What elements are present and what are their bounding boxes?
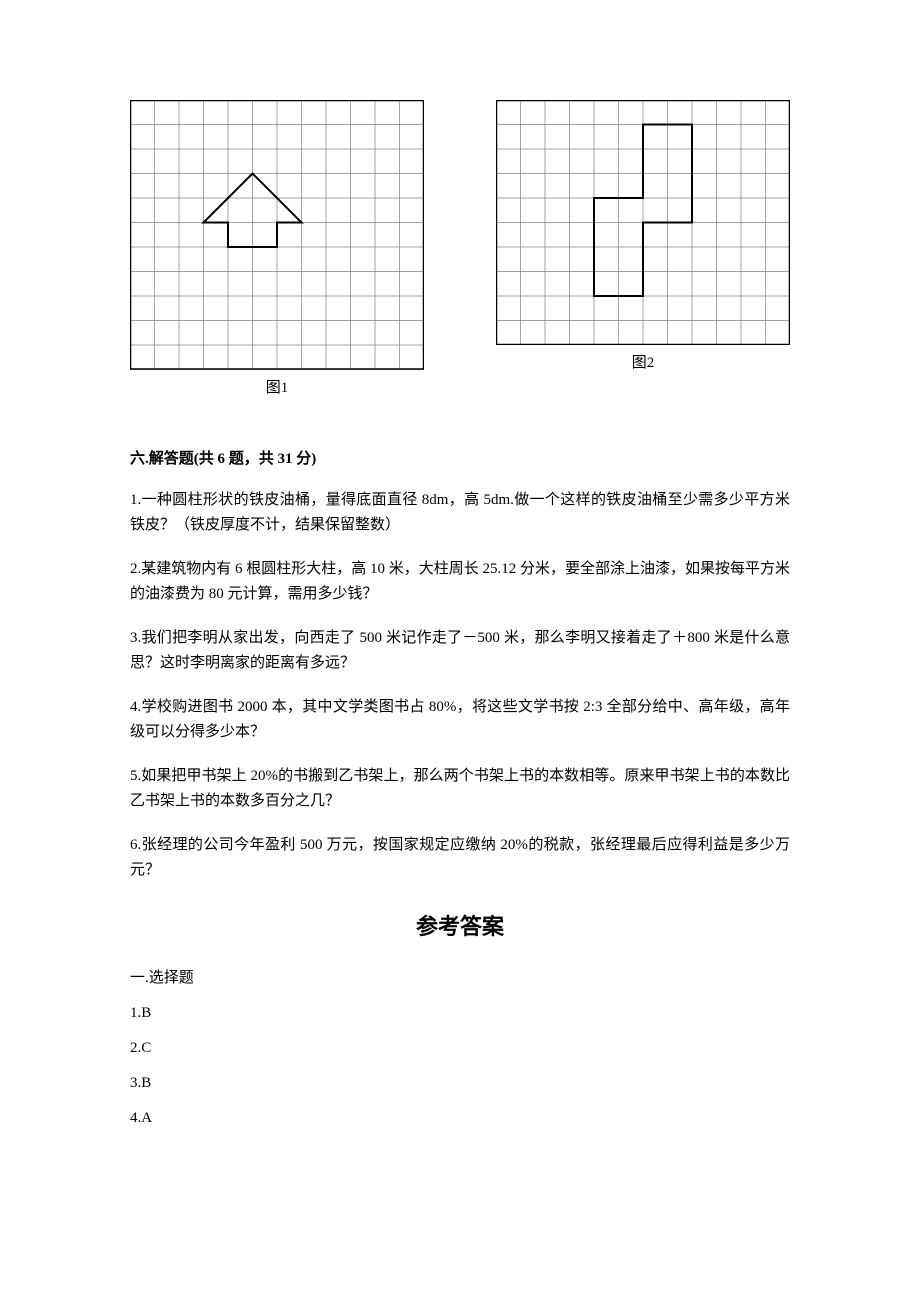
answer-item-1: 1.B	[130, 1005, 790, 1022]
figures-row: 图1 图2	[130, 100, 790, 397]
answers-title: 参考答案	[130, 909, 790, 941]
figure-1-label: 图1	[266, 376, 289, 397]
answer-item-4: 4.A	[130, 1110, 790, 1127]
figure-1-svg	[130, 100, 424, 370]
questions-container: 1.一种圆柱形状的铁皮油桶，量得底面直径 8dm，高 5dm.做一个这样的铁皮油…	[130, 488, 790, 884]
question-3: 3.我们把李明从家出发，向西走了 500 米记作走了－500 米，那么李明又接着…	[130, 626, 790, 677]
figure-2-container: 图2	[496, 100, 790, 397]
question-2: 2.某建筑物内有 6 根圆柱形大柱，高 10 米，大柱周长 25.12 分米，要…	[130, 557, 790, 608]
answers-container: 1.B 2.C 3.B 4.A	[130, 1005, 790, 1127]
answer-item-2: 2.C	[130, 1040, 790, 1057]
answers-section-heading: 一.选择题	[130, 966, 790, 987]
question-6: 6.张经理的公司今年盈利 500 万元，按国家规定应缴纳 20%的税款，张经理最…	[130, 833, 790, 884]
question-1: 1.一种圆柱形状的铁皮油桶，量得底面直径 8dm，高 5dm.做一个这样的铁皮油…	[130, 488, 790, 539]
question-5: 5.如果把甲书架上 20%的书搬到乙书架上，那么两个书架上书的本数相等。原来甲书…	[130, 764, 790, 815]
figure-2-label: 图2	[632, 351, 655, 372]
answer-item-3: 3.B	[130, 1075, 790, 1092]
question-4: 4.学校购进图书 2000 本，其中文学类图书占 80%，将这些文学书按 2:3…	[130, 695, 790, 746]
section-6-heading: 六.解答题(共 6 题，共 31 分)	[130, 447, 790, 468]
figure-2-svg	[496, 100, 790, 345]
figure-1-container: 图1	[130, 100, 424, 397]
